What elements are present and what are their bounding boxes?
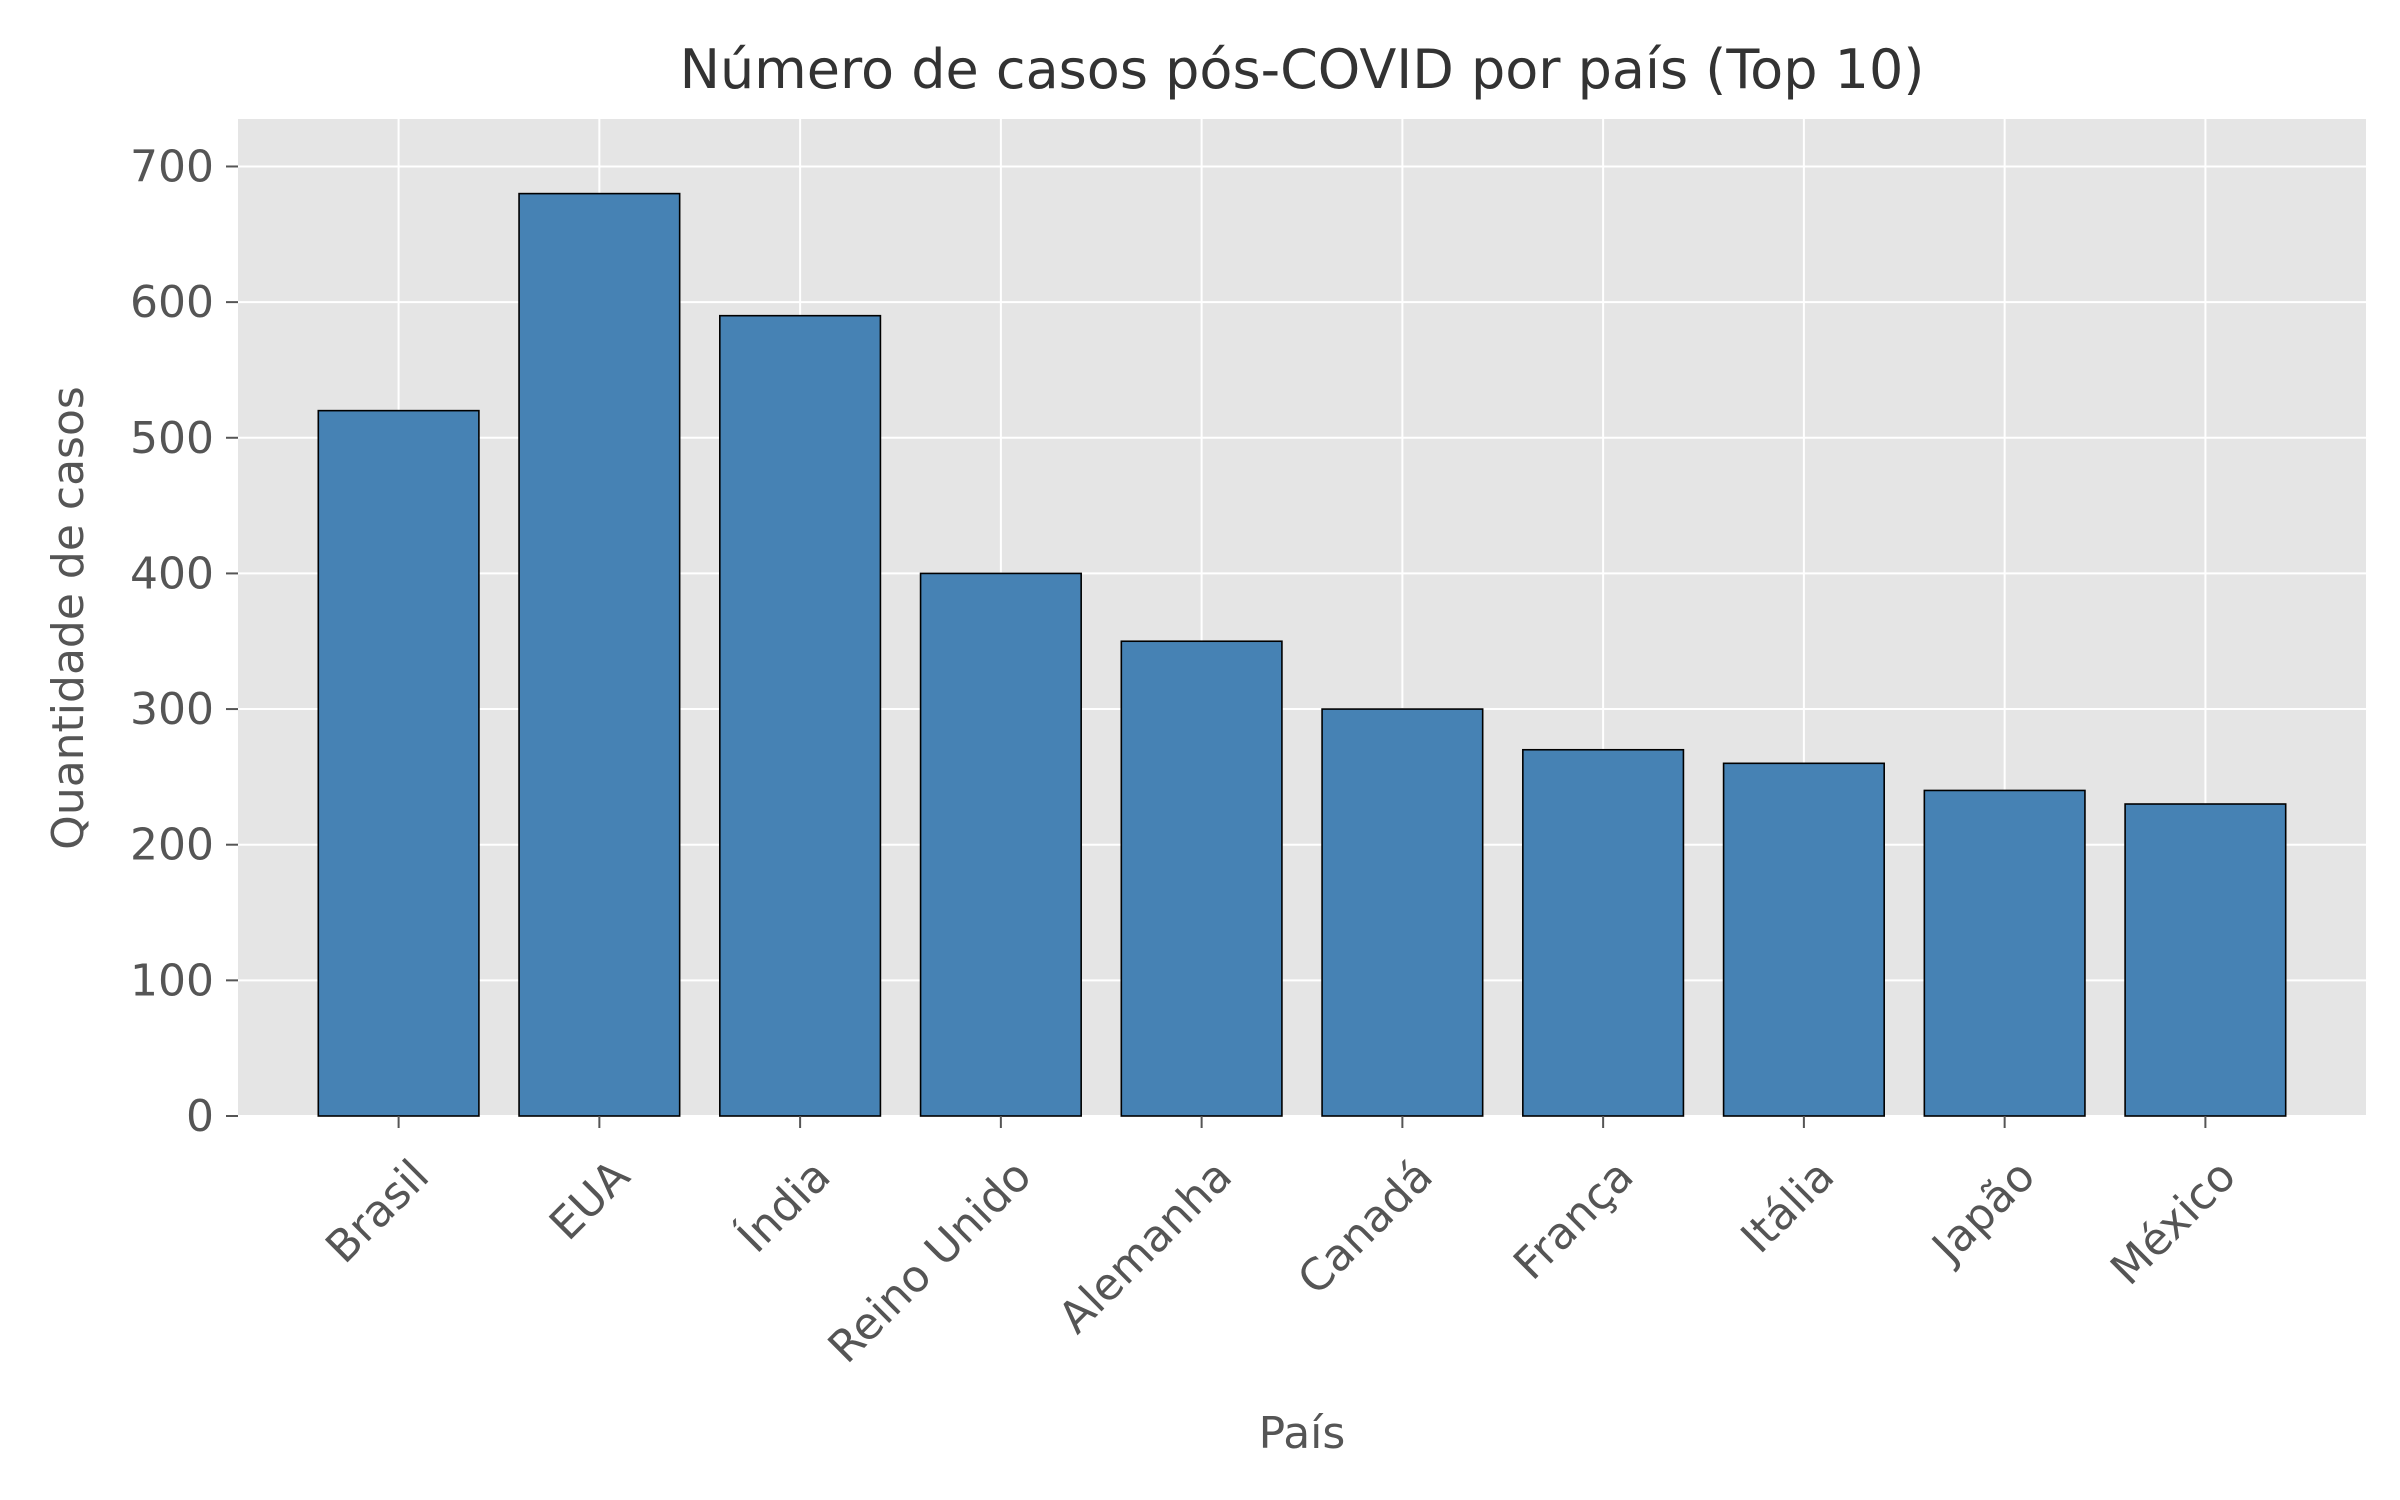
y-tick-label: 300 xyxy=(130,684,214,735)
bar xyxy=(1321,708,1484,1117)
y-axis: 0 100 200 300 400 500 600 700 xyxy=(130,141,238,1142)
bar xyxy=(518,192,681,1117)
y-tick-label: 700 xyxy=(130,141,214,192)
y-tick-label: 200 xyxy=(130,820,214,871)
bar xyxy=(1522,748,1685,1117)
y-axis-label: Quantidade de casos xyxy=(43,386,94,850)
x-axis-label: País xyxy=(1259,1408,1346,1459)
y-tick-label: 400 xyxy=(130,548,214,599)
chart-title: Número de casos pós-COVID por país (Top … xyxy=(680,38,1925,101)
y-tick-label: 500 xyxy=(130,413,214,464)
bar xyxy=(1722,762,1885,1117)
y-tick-label: 0 xyxy=(186,1091,214,1142)
bar xyxy=(2124,803,2287,1117)
bars xyxy=(317,192,2287,1117)
bar xyxy=(317,409,480,1117)
y-tick-label: 600 xyxy=(130,277,214,328)
bar xyxy=(1923,789,2086,1117)
bar xyxy=(1120,640,1283,1117)
bar xyxy=(719,314,882,1117)
bar xyxy=(919,572,1082,1117)
y-tick-label: 100 xyxy=(130,955,214,1006)
